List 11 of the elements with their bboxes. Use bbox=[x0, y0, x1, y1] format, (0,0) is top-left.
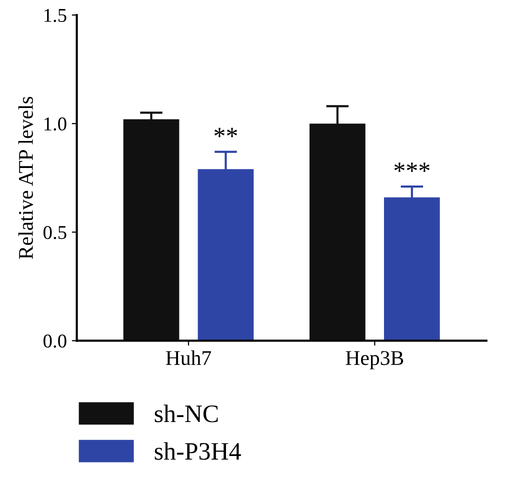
annotation: *** bbox=[394, 162, 430, 172]
y-tick-label: 1.5 bbox=[44, 8, 66, 22]
legend-label: sh-NC bbox=[154, 404, 218, 422]
y-tick-label: 0.5 bbox=[44, 226, 66, 240]
y-tick-label: 0.0 bbox=[44, 334, 66, 348]
y-axis-title: Relative ATP levels bbox=[18, 96, 33, 260]
y-tick-label: 1.0 bbox=[44, 117, 66, 131]
x-tick-label: Hep3B bbox=[346, 351, 404, 370]
annotation: ** bbox=[214, 128, 238, 138]
legend-label: sh-P3H4 bbox=[154, 442, 241, 460]
x-tick-label: Huh7 bbox=[166, 350, 212, 366]
